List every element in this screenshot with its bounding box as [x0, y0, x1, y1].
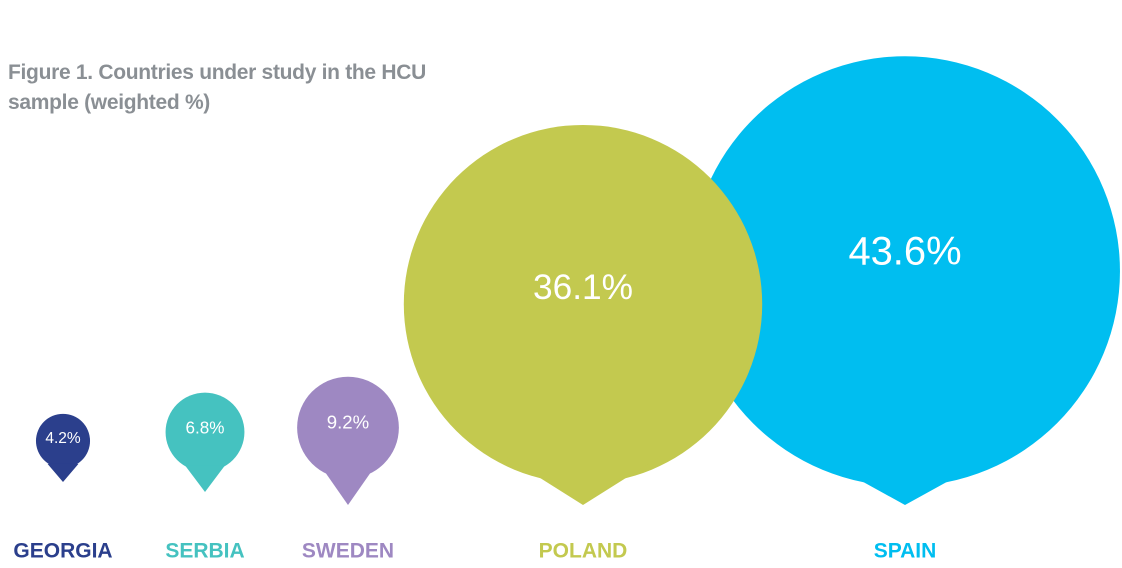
- category-label: POLAND: [539, 540, 628, 563]
- value-label: 6.8%: [186, 418, 225, 437]
- value-label: 4.2%: [45, 430, 81, 447]
- pin-tail: [812, 453, 998, 505]
- pin: 4.2%: [35, 413, 91, 482]
- value-label: 9.2%: [327, 411, 369, 432]
- pin: 43.6%: [690, 56, 1120, 505]
- value-label: 36.1%: [533, 268, 633, 307]
- bubble: [297, 376, 399, 479]
- bubble: [690, 56, 1120, 487]
- pin-tail: [185, 465, 225, 492]
- category-label: SERBIA: [165, 540, 244, 563]
- category-label: GEORGIA: [13, 540, 112, 563]
- bubble: [165, 392, 245, 472]
- chart-title: Figure 1. Countries under study in the H…: [8, 61, 426, 114]
- bubble: [403, 124, 763, 484]
- pin-tail: [47, 463, 79, 482]
- value-label: 43.6%: [848, 230, 961, 274]
- pin: 6.8%: [165, 392, 245, 492]
- category-label: SWEDEN: [302, 540, 394, 563]
- bubble: [35, 413, 91, 468]
- category-label: SPAIN: [874, 540, 937, 563]
- pin-tail: [324, 470, 372, 505]
- pin: 9.2%: [297, 376, 399, 505]
- pin-tail: [505, 456, 661, 505]
- pin: 36.1%: [403, 124, 763, 505]
